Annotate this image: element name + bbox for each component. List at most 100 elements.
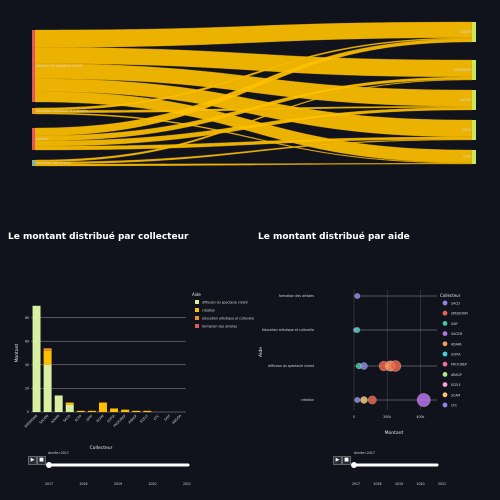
scatter-xtick-1: 200k <box>383 415 391 419</box>
bar-legend-label-3: formation des artistes <box>202 325 237 329</box>
sankey-diagram: diffusion du spectacle vivant éducation a… <box>32 21 476 167</box>
sankey-source-node-3[interactable] <box>32 160 35 166</box>
bar-1-1[interactable] <box>43 350 52 365</box>
bar-ytick-3: 60 <box>25 339 29 343</box>
bar-legend-swatch-0 <box>195 300 199 304</box>
bar-slider-tick-3: 2020 <box>148 482 156 486</box>
bar-1-0[interactable] <box>43 364 52 412</box>
bar-x-axis-title: Collecteur <box>90 445 113 451</box>
bar-legend-swatch-1 <box>195 308 199 312</box>
bar-slider-tick-2: 2019 <box>114 482 122 486</box>
scatter-point-2[interactable] <box>354 327 361 333</box>
bar-ytick-4: 80 <box>25 316 29 320</box>
right-pause-button[interactable]: ■ <box>342 456 351 465</box>
bar-legend-label-1: création <box>202 309 215 313</box>
sankey-target-label-2: SACEM <box>460 98 471 102</box>
scatter-point-0[interactable] <box>354 293 361 299</box>
bar-5-1[interactable] <box>87 410 96 412</box>
bar-0-0[interactable] <box>32 305 41 412</box>
scatter-y-axis-title: Aide <box>258 347 264 357</box>
scatter-legend-label-1: SPEDIDAM <box>451 312 468 316</box>
bar-legend-label-0: diffusion du spectacle vivant <box>202 301 249 305</box>
sankey-source-node-2[interactable] <box>32 128 35 150</box>
bar-xtick-10: SCELF <box>139 414 149 424</box>
bar-7-1[interactable] <box>110 408 119 412</box>
sankey-source-label-1: éducation artistique et culturelle <box>36 109 88 113</box>
left-pause-button[interactable]: ■ <box>37 456 46 465</box>
bar-9-1[interactable] <box>132 410 141 412</box>
sankey-source-node-1[interactable] <box>32 108 35 114</box>
sankey-target-node-0[interactable] <box>472 22 476 42</box>
scatter-ytick-0: formation des artistes <box>279 294 314 298</box>
bar-3-1[interactable] <box>65 402 74 405</box>
sankey-target-node-1[interactable] <box>472 60 476 80</box>
bar-6-1[interactable] <box>98 402 107 412</box>
bar-legend-label-2: éducation artistique et culturelle <box>202 317 254 321</box>
sankey-target-node-4[interactable] <box>472 150 476 164</box>
scatter-slider-label: Année=2017 <box>354 451 375 455</box>
bar-xtick-0: SPEDIDAM <box>24 414 39 429</box>
scatter-legend-label-8: SCELF <box>451 383 461 387</box>
bar-ytick-2: 40 <box>25 363 29 367</box>
bar-2-0[interactable] <box>54 395 63 412</box>
bar-legend-swatch-3 <box>195 324 199 328</box>
bar-slider-handle[interactable] <box>46 462 52 468</box>
bar-ytick-1: 20 <box>25 387 29 391</box>
bar-8-1[interactable] <box>121 409 130 412</box>
bar-3-0[interactable] <box>65 404 74 412</box>
scatter-point-11[interactable] <box>416 393 431 407</box>
scatter-chart: 0 200k 400k formation des artistes éducation… <box>258 290 468 486</box>
scatter-legend-marker-8 <box>442 382 448 387</box>
sankey-target-node-2[interactable] <box>472 90 476 110</box>
scatter-point-7[interactable] <box>389 360 402 372</box>
scatter-legend-marker-1 <box>442 310 448 316</box>
sankey-target-label-1: SPEDIDAM <box>454 68 471 72</box>
left-play-button[interactable]: ▶ <box>28 456 37 465</box>
scatter-legend-label-6: PROCIREP <box>451 363 467 367</box>
scatter-slider-tick-0: 2017 <box>352 482 360 486</box>
bar-10-1[interactable] <box>143 410 152 412</box>
bar-y-axis-title: Montant <box>14 343 20 362</box>
bar-xtick-12: SAIF <box>163 414 171 422</box>
bar-xtick-2: ADAMI <box>50 414 60 424</box>
bar-xtick-7: SOFIA <box>106 413 116 423</box>
bar-ytick-0: 0 <box>27 410 29 414</box>
scatter-point-4[interactable] <box>360 362 368 370</box>
bar-xtick-11: CFC <box>153 413 161 421</box>
scatter-point-8[interactable] <box>354 397 361 403</box>
scatter-legend-marker-0 <box>442 300 448 306</box>
scatter-legend-marker-9 <box>442 392 448 398</box>
bar-4-1[interactable] <box>76 410 85 412</box>
bar-xtick-3: SACD <box>62 413 71 422</box>
bar-1-2[interactable] <box>43 348 52 351</box>
scatter-slider-handle[interactable] <box>351 462 357 468</box>
scatter-legend-label-3: SACEM <box>451 332 462 336</box>
scatter-slider-tick-3: 2020 <box>416 482 424 486</box>
scatter-legend-marker-6 <box>442 361 448 367</box>
bar-slider-tick-4: 2021 <box>183 482 191 486</box>
right-play-button[interactable]: ▶ <box>333 456 342 465</box>
scatter-legend-title: Collecteur <box>440 293 461 298</box>
bar-slider-tick-1: 2018 <box>79 482 87 486</box>
scatter-x-axis-title: Montant <box>385 430 404 436</box>
scatter-legend-label-4: ADAMI <box>451 342 462 346</box>
scatter-point-10[interactable] <box>367 395 377 405</box>
scatter-point-9[interactable] <box>360 396 368 404</box>
scatter-legend-label-2: SAIF <box>451 322 458 326</box>
scatter-legend-marker-4 <box>442 341 448 347</box>
bar-xtick-4: SCPP <box>74 414 83 423</box>
scatter-slider-tick-4: 2021 <box>438 482 446 486</box>
sankey-target-node-3[interactable] <box>472 120 476 140</box>
scatter-legend-label-7: ARAGP <box>451 373 462 377</box>
bar-legend-title: Aide <box>192 292 201 297</box>
scatter-slider-tick-1: 2018 <box>373 482 381 486</box>
sankey-source-node-0[interactable] <box>32 30 35 102</box>
scatter-legend-marker-2 <box>442 321 448 326</box>
bar-xtick-13: ANGOA <box>171 413 183 425</box>
sankey-source-label-0: diffusion du spectacle vivant <box>36 64 83 68</box>
sankey-source-label-3: formation des artistes <box>36 161 71 165</box>
scatter-legend-label-10: CFC <box>451 404 458 408</box>
sankey-source-label-2: création <box>36 137 49 141</box>
